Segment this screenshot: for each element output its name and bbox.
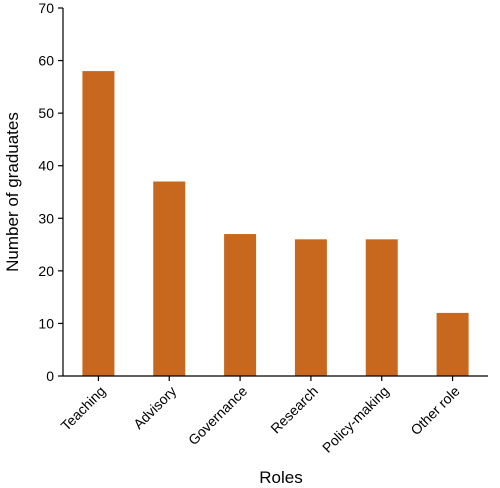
bar-policy-making xyxy=(365,239,398,376)
y-tick-label: 20 xyxy=(38,263,54,279)
x-tick-label: Other role xyxy=(407,383,462,438)
bar-advisory xyxy=(153,181,186,376)
x-tick-label: Governance xyxy=(185,383,250,448)
x-tick-label: Advisory xyxy=(130,383,179,432)
x-tick-label: Policy-making xyxy=(319,383,392,456)
x-tick-label: Teaching xyxy=(58,383,109,434)
y-tick-label: 40 xyxy=(38,158,54,174)
bars-group xyxy=(82,71,469,376)
y-axis-ticks: 0 10 20 30 40 50 60 70 xyxy=(38,0,63,384)
bar-research xyxy=(294,239,327,376)
x-axis-label: Roles xyxy=(259,468,302,487)
bar-other-role xyxy=(436,312,469,376)
y-tick-label: 50 xyxy=(38,105,54,121)
bar-teaching xyxy=(82,71,115,376)
y-tick-label: 70 xyxy=(38,0,54,16)
y-tick-label: 0 xyxy=(46,368,54,384)
y-tick-label: 60 xyxy=(38,53,54,69)
x-tick-label: Research xyxy=(267,383,321,437)
y-tick-label: 30 xyxy=(38,210,54,226)
x-axis-ticks: Teaching Advisory Governance ResearchPolicy… xyxy=(58,376,463,456)
bar-governance xyxy=(224,234,257,376)
y-tick-label: 10 xyxy=(38,315,54,331)
y-axis-label: Number of graduates xyxy=(3,112,22,272)
